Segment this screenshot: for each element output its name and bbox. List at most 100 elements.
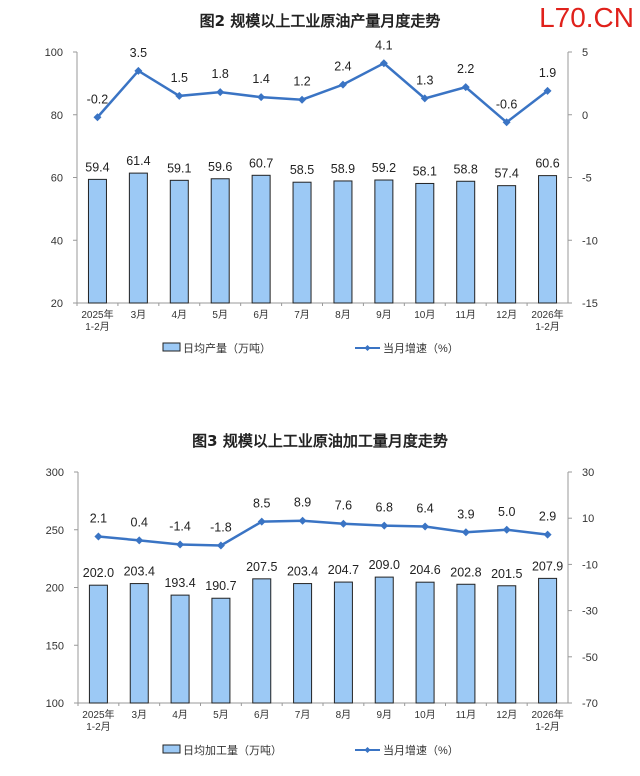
bar xyxy=(292,181,312,304)
x-tick-label: 9月 xyxy=(376,709,392,721)
bar-value-label: 202.0 xyxy=(83,566,114,580)
bar-value-label: 58.8 xyxy=(454,162,478,176)
right-tick-label: -5 xyxy=(582,173,592,185)
x-tick-label: 5月 xyxy=(212,309,228,321)
growth-line xyxy=(96,61,549,124)
x-tick-label: 10月 xyxy=(415,709,436,721)
x-tick-label: 4月 xyxy=(172,309,188,321)
bar xyxy=(88,584,108,704)
legend-line-label: 当月增速（%） xyxy=(383,743,459,757)
bar-value-label: 58.5 xyxy=(290,163,314,177)
line-value-label: 1.8 xyxy=(212,67,229,81)
x-tick-label: 8月 xyxy=(336,709,352,721)
bar xyxy=(456,583,476,704)
right-tick-label: -10 xyxy=(582,235,598,247)
bar xyxy=(333,180,353,304)
bar-value-label: 58.9 xyxy=(331,162,355,176)
bar-value-label: 60.6 xyxy=(535,157,559,171)
bar-value-label: 59.4 xyxy=(85,160,109,174)
line-value-label: -1.8 xyxy=(210,520,232,534)
line-point xyxy=(298,95,307,104)
line-point xyxy=(380,521,389,530)
line-value-label: 1.4 xyxy=(252,72,269,86)
line-point xyxy=(257,93,266,102)
line-point xyxy=(298,516,307,525)
line-point xyxy=(257,517,266,526)
x-tick-label: 1-2月 xyxy=(85,321,109,333)
x-tick-label: 11月 xyxy=(456,309,476,321)
line-value-label: 8.9 xyxy=(294,496,311,510)
left-tick-label: 200 xyxy=(46,583,64,595)
line-value-label: 0.4 xyxy=(131,515,148,529)
line-value-label: 1.2 xyxy=(293,75,310,89)
line-point xyxy=(461,83,470,92)
bar xyxy=(169,179,189,304)
legend-line-label: 当月增速（%） xyxy=(383,341,459,355)
line-point xyxy=(176,540,185,549)
line-value-label: 4.1 xyxy=(375,38,392,52)
bar-value-label: 193.4 xyxy=(164,576,195,590)
legend-line-marker xyxy=(364,747,371,753)
left-tick-label: 80 xyxy=(51,110,63,122)
x-tick-label: 8月 xyxy=(335,309,351,321)
x-tick-label: 2026年 xyxy=(531,708,563,721)
chart-title-crude-output: 图2 规模以上工业原油产量月度走势 xyxy=(199,12,441,30)
x-tick-label: 3月 xyxy=(131,709,147,721)
line-value-label: -0.2 xyxy=(87,92,109,106)
bar xyxy=(415,581,435,704)
bar xyxy=(210,178,230,304)
line-value-label: 2.9 xyxy=(539,510,556,524)
x-tick-label: 1-2月 xyxy=(535,321,559,333)
line-value-label: -1.4 xyxy=(169,520,191,534)
line-point xyxy=(543,530,552,539)
line-point xyxy=(338,80,347,89)
x-tick-label: 6月 xyxy=(253,309,269,321)
line-point xyxy=(339,519,348,528)
bar-value-label: 190.7 xyxy=(205,579,236,593)
legend-bar-label: 日均产量（万吨） xyxy=(183,341,271,355)
left-tick-label: 40 xyxy=(51,235,63,247)
bar xyxy=(211,597,231,704)
line-point xyxy=(216,88,225,97)
growth-line xyxy=(98,519,548,547)
line-value-label: 3.5 xyxy=(130,46,147,60)
line-point xyxy=(421,522,430,531)
left-tick-label: 150 xyxy=(46,640,64,652)
right-tick-label: -50 xyxy=(582,652,598,664)
bar xyxy=(293,583,313,704)
right-tick-label: -10 xyxy=(582,559,598,571)
bar xyxy=(497,585,517,704)
bar-value-label: 207.9 xyxy=(532,559,563,573)
line-point xyxy=(134,66,143,75)
bar xyxy=(129,583,149,704)
line-value-label: 2.4 xyxy=(334,60,351,74)
line-value-label: 3.9 xyxy=(457,507,474,521)
x-tick-label: 6月 xyxy=(254,709,270,721)
bar xyxy=(497,185,517,304)
bar-value-label: 209.0 xyxy=(369,558,400,572)
left-tick-label: 20 xyxy=(51,298,63,310)
legend-bar-label: 日均加工量（万吨） xyxy=(183,744,282,757)
line-value-label: 2.2 xyxy=(457,62,474,76)
bar xyxy=(128,172,148,304)
bar-value-label: 60.7 xyxy=(249,156,273,170)
line-value-label: 2.1 xyxy=(90,511,107,525)
x-tick-label: 5月 xyxy=(213,709,229,721)
bar-value-label: 203.4 xyxy=(124,565,155,579)
line-point xyxy=(379,59,388,68)
bar xyxy=(252,578,272,704)
bar-value-label: 58.1 xyxy=(413,164,437,178)
right-tick-label: -15 xyxy=(582,298,598,310)
left-tick-label: 100 xyxy=(45,47,63,59)
line-point xyxy=(93,113,102,122)
line-point xyxy=(420,94,429,103)
x-tick-label: 1-2月 xyxy=(86,721,110,733)
bar-value-label: 61.4 xyxy=(126,154,150,168)
line-value-label: 6.8 xyxy=(376,501,393,515)
x-tick-label: 11月 xyxy=(456,709,476,721)
left-tick-label: 100 xyxy=(46,698,64,710)
x-tick-label: 2026年 xyxy=(531,308,563,321)
bar xyxy=(170,594,190,704)
